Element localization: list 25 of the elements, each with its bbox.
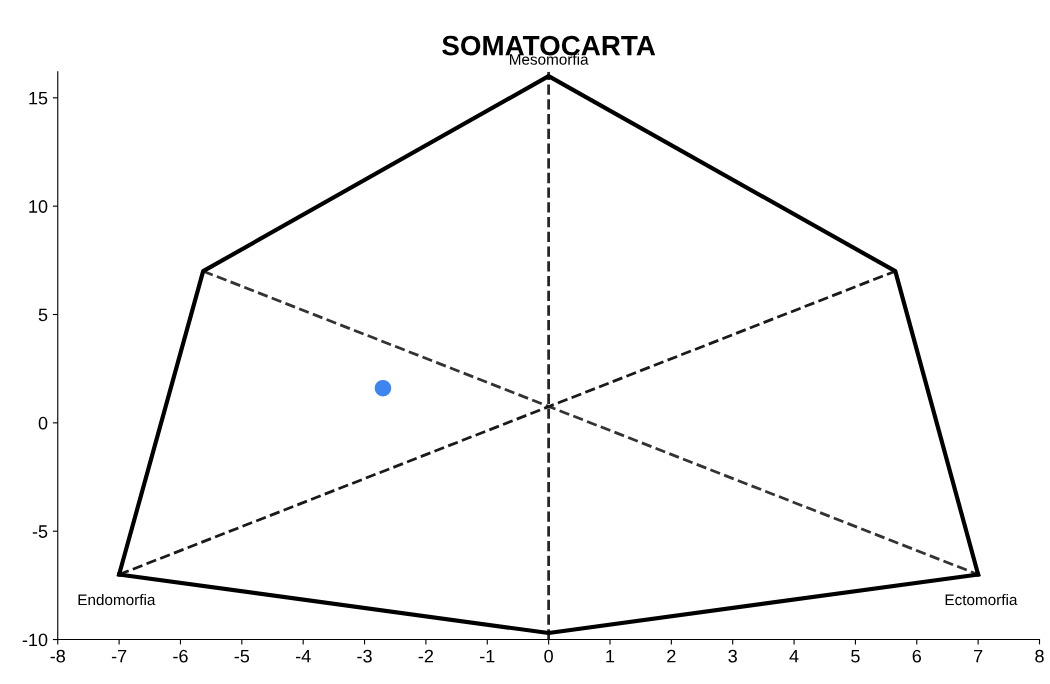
x-tick-label: -1 bbox=[480, 649, 495, 663]
x-tick-label: 4 bbox=[789, 649, 799, 663]
annotation: Endomorfia bbox=[78, 593, 156, 606]
y-tick-label: 0 bbox=[38, 416, 48, 430]
x-tick-label: 0 bbox=[544, 649, 553, 663]
x-tick-label: -5 bbox=[234, 649, 250, 663]
x-tick-label: 6 bbox=[912, 649, 922, 663]
x-tick-label: -6 bbox=[173, 649, 188, 663]
x-tick-label: -8 bbox=[50, 649, 65, 663]
x-tick-label: 1 bbox=[606, 649, 615, 663]
y-tick-label: 10 bbox=[29, 200, 48, 213]
y-tick-label: 5 bbox=[38, 308, 48, 322]
x-tick-label: 2 bbox=[667, 649, 676, 663]
y-tick-label: 15 bbox=[29, 91, 48, 105]
x-tick-label: 3 bbox=[728, 649, 737, 663]
x-tick-label: -2 bbox=[418, 649, 434, 663]
x-tick-label: 8 bbox=[1035, 649, 1044, 663]
x-tick-label: -7 bbox=[111, 649, 127, 663]
y-tick-label: -5 bbox=[32, 525, 48, 538]
x-tick-label: -3 bbox=[357, 649, 372, 663]
x-tick-label: 5 bbox=[851, 649, 860, 663]
y-tick-label: -10 bbox=[22, 633, 48, 647]
annotation: Ectomorfia bbox=[945, 593, 1018, 606]
x-tick-label: 7 bbox=[974, 649, 983, 663]
x-tick-label: -4 bbox=[295, 649, 311, 663]
